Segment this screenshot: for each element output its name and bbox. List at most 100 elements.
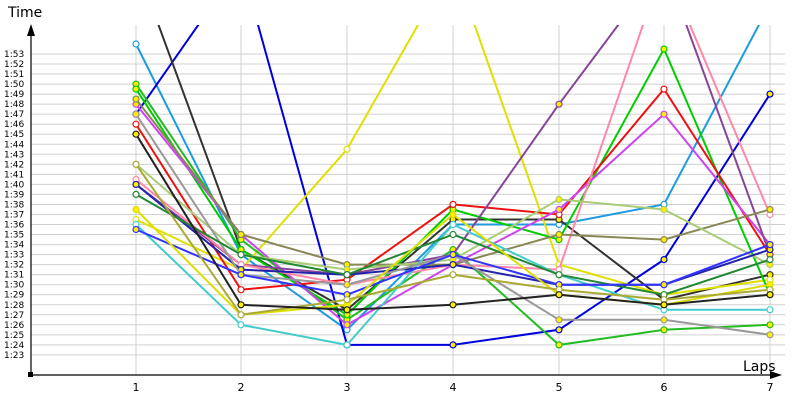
data-point-marker xyxy=(449,341,457,349)
data-point-marker xyxy=(237,251,245,259)
y-tick-label: 1:44 xyxy=(4,140,24,150)
data-point-marker xyxy=(660,326,668,334)
x-axis-ticks: 1 2 3 4 5 6 7 xyxy=(133,381,774,394)
data-point-marker xyxy=(343,341,351,349)
data-point-marker xyxy=(660,281,668,289)
data-point-marker xyxy=(132,40,140,48)
series-line xyxy=(132,130,774,314)
data-point-marker xyxy=(132,120,140,128)
data-point-marker xyxy=(660,110,668,118)
x-axis-label: Laps xyxy=(743,359,776,375)
y-tick-label: 1:25 xyxy=(4,331,24,341)
y-tick-label: 1:33 xyxy=(4,251,24,261)
data-point-marker xyxy=(449,220,457,229)
y-tick-label: 1:53 xyxy=(4,50,24,60)
y-tick-label: 1:41 xyxy=(4,170,24,180)
data-point-marker xyxy=(237,301,245,309)
data-point-marker xyxy=(449,251,457,259)
data-point-marker xyxy=(660,205,668,214)
data-point-marker xyxy=(449,230,457,239)
y-tick-label: 1:51 xyxy=(4,70,24,80)
data-point-marker xyxy=(132,205,140,214)
data-point-marker xyxy=(555,195,563,203)
data-point-marker xyxy=(766,90,774,98)
data-point-marker xyxy=(660,256,668,264)
data-point-marker xyxy=(132,130,140,138)
data-point-marker xyxy=(132,110,140,118)
y-tick-label: 1:29 xyxy=(4,291,24,301)
series-lines xyxy=(132,25,774,349)
x-tick-label: 2 xyxy=(238,381,245,394)
data-point-marker xyxy=(555,326,563,334)
data-point-marker xyxy=(132,160,140,168)
data-point-marker xyxy=(555,100,563,108)
data-point-marker xyxy=(555,230,563,239)
y-tick-label: 1:23 xyxy=(4,351,24,361)
data-point-marker xyxy=(766,291,774,299)
series-line xyxy=(132,225,774,299)
data-point-marker xyxy=(343,321,351,329)
data-point-marker xyxy=(766,241,774,249)
data-point-marker xyxy=(237,271,245,279)
x-tick-label: 5 xyxy=(556,381,563,394)
y-axis-ticks: 1:231:241:251:261:271:281:291:301:311:32… xyxy=(4,50,24,361)
data-point-marker xyxy=(555,271,563,279)
y-tick-label: 1:27 xyxy=(4,311,24,321)
data-point-marker xyxy=(343,306,351,314)
y-tick-label: 1:26 xyxy=(4,321,24,331)
y-tick-label: 1:49 xyxy=(4,90,24,100)
y-axis-label: Time xyxy=(7,5,42,21)
data-point-marker xyxy=(132,225,140,234)
data-point-marker xyxy=(660,301,668,309)
x-tick-label: 1 xyxy=(133,381,140,394)
data-point-marker xyxy=(555,291,563,299)
y-tick-label: 1:36 xyxy=(4,221,24,231)
data-point-marker xyxy=(660,45,668,53)
data-point-marker xyxy=(449,210,457,219)
y-tick-label: 1:45 xyxy=(4,130,24,140)
y-tick-label: 1:43 xyxy=(4,150,24,160)
data-point-marker xyxy=(660,316,668,324)
data-point-marker xyxy=(555,341,563,349)
series-line xyxy=(132,190,774,299)
y-tick-label: 1:52 xyxy=(4,60,24,70)
y-axis-arrow-icon xyxy=(27,24,35,36)
data-point-marker xyxy=(237,321,245,329)
data-point-marker xyxy=(449,200,457,208)
data-point-marker xyxy=(237,286,245,294)
y-tick-label: 1:35 xyxy=(4,231,24,241)
data-point-marker xyxy=(766,306,774,314)
data-point-marker xyxy=(132,95,140,103)
y-tick-label: 1:31 xyxy=(4,271,24,281)
y-tick-label: 1:32 xyxy=(4,261,24,271)
data-point-marker xyxy=(132,85,140,93)
data-point-marker xyxy=(449,261,457,269)
x-axis-arrow-icon xyxy=(770,371,782,379)
data-point-marker xyxy=(449,271,457,279)
data-point-marker xyxy=(237,311,245,319)
data-point-marker xyxy=(343,296,351,304)
y-tick-label: 1:34 xyxy=(4,241,24,251)
data-point-marker xyxy=(766,321,774,329)
data-point-marker xyxy=(766,331,774,339)
data-point-marker xyxy=(766,205,774,214)
data-point-marker xyxy=(449,301,457,309)
y-tick-label: 1:46 xyxy=(4,120,24,130)
y-tick-label: 1:48 xyxy=(4,100,24,110)
data-point-marker xyxy=(343,271,351,279)
x-tick-label: 6 xyxy=(661,381,668,394)
data-point-marker xyxy=(660,85,668,93)
y-tick-label: 1:39 xyxy=(4,190,24,200)
data-point-marker xyxy=(555,316,563,324)
data-point-marker xyxy=(237,230,245,239)
x-tick-label: 4 xyxy=(450,381,457,394)
data-point-marker xyxy=(555,205,563,214)
y-tick-label: 1:30 xyxy=(4,281,24,291)
origin-marker xyxy=(28,372,33,377)
x-tick-label: 3 xyxy=(344,381,351,394)
y-tick-label: 1:38 xyxy=(4,200,24,210)
y-tick-label: 1:24 xyxy=(4,341,24,351)
y-tick-label: 1:47 xyxy=(4,110,24,120)
x-tick-label: 7 xyxy=(767,381,774,394)
